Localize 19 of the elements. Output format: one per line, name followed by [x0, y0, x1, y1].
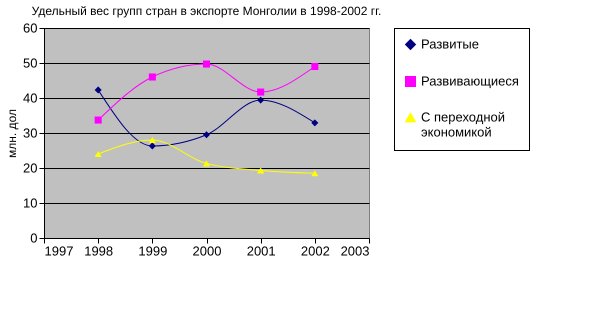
- x-tick-label: 2002: [300, 244, 330, 258]
- y-tick-label: 20: [23, 160, 38, 176]
- y-tick-label: 50: [23, 56, 38, 70]
- legend-label: Развитые: [421, 36, 479, 52]
- x-tick-label: 1999: [138, 244, 168, 258]
- y-axis-title: млн. дол: [5, 109, 20, 158]
- x-tick-label: 2003: [340, 244, 370, 258]
- x-tick-label: 2000: [192, 244, 222, 258]
- y-tick-label: 60: [23, 20, 38, 36]
- y-tick-label: 0: [30, 230, 38, 246]
- legend-label: С переходной экономикой: [421, 110, 505, 140]
- chart-title: Удельный вес групп стран в экспорте Монголии в 1998-2002 гг.: [32, 4, 382, 18]
- x-tick-label: 2001: [246, 244, 276, 258]
- y-tick-label: 30: [23, 126, 38, 140]
- x-tick-label: 1998: [84, 244, 114, 258]
- x-tick-label: 1997: [44, 244, 74, 258]
- legend-label: Развивающиеся: [421, 74, 519, 88]
- y-tick-label: 10: [23, 196, 38, 210]
- y-tick-label: 40: [23, 90, 38, 106]
